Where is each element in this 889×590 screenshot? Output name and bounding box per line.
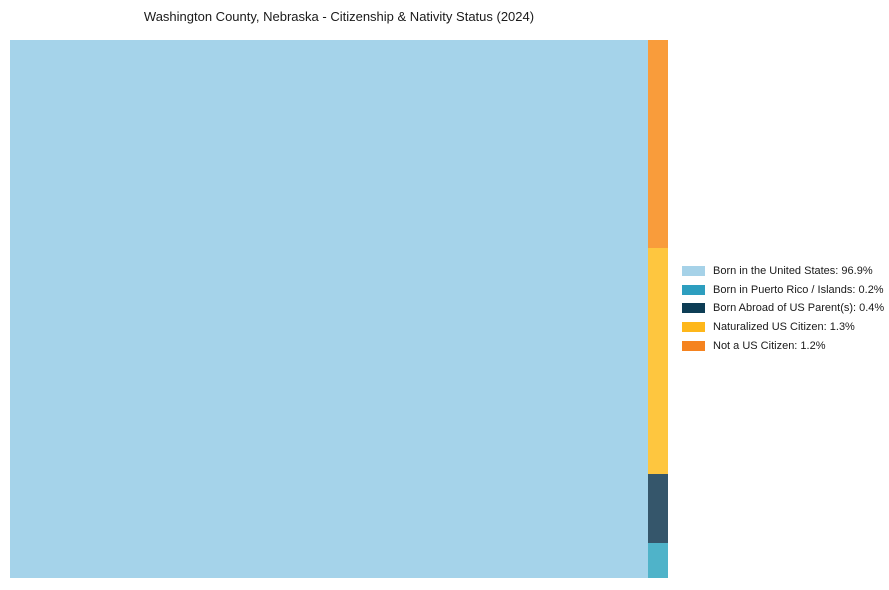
legend: Born in the United States: 96.9% Born in… <box>682 262 884 355</box>
chart-title: Washington County, Nebraska - Citizenshi… <box>143 9 535 24</box>
legend-label: Born in the United States: 96.9% <box>713 265 873 278</box>
legend-item-not-a-us-citizen[interactable]: Not a US Citizen: 1.2% <box>682 336 884 355</box>
legend-item-born-abroad-of-us-parents[interactable]: Born Abroad of US Parent(s): 0.4% <box>682 299 884 318</box>
legend-swatch-born-abroad-of-us-parents <box>682 303 705 314</box>
treemap-plot <box>10 40 668 578</box>
treemap-cell-born-abroad-of-us-parent-s[interactable] <box>648 474 668 543</box>
legend-label: Naturalized US Citizen: 1.3% <box>713 321 855 334</box>
legend-swatch-born-in-the-united-states <box>682 266 705 277</box>
legend-label: Born Abroad of US Parent(s): 0.4% <box>713 302 885 315</box>
treemap-cell-not-a-us-citizen[interactable] <box>648 40 668 248</box>
legend-swatch-naturalized-us-citizen <box>682 322 705 333</box>
legend-item-born-in-the-united-states[interactable]: Born in the United States: 96.9% <box>682 262 884 281</box>
treemap-cell-born-in-the-united-states[interactable] <box>10 40 648 578</box>
legend-label: Not a US Citizen: 1.2% <box>713 339 826 352</box>
legend-item-naturalized-us-citizen[interactable]: Naturalized US Citizen: 1.3% <box>682 318 884 337</box>
legend-label: Born in Puerto Rico / Islands: 0.2% <box>713 283 884 296</box>
treemap-cell-born-in-puerto-rico-islands[interactable] <box>648 543 668 578</box>
treemap-cell-naturalized-us-citizen[interactable] <box>648 248 668 474</box>
legend-swatch-not-a-us-citizen <box>682 340 705 351</box>
legend-item-born-in-puerto-rico-islands[interactable]: Born in Puerto Rico / Islands: 0.2% <box>682 281 884 300</box>
legend-swatch-born-in-puerto-rico-islands <box>682 284 705 295</box>
